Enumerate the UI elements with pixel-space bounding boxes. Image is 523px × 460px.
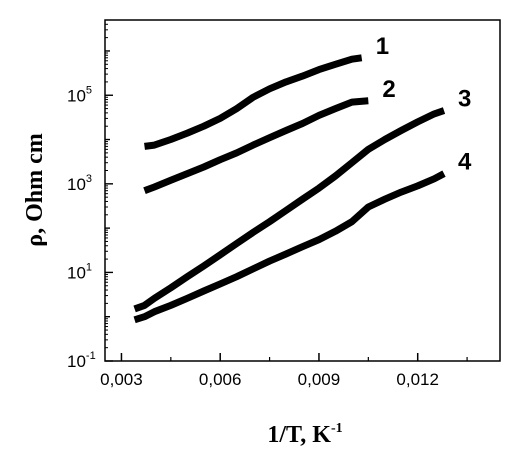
series-labels: 1 2 3 4 [376,33,472,176]
series-label-3: 3 [458,86,471,113]
series-lines [133,54,446,324]
series-line-4 [133,170,446,324]
x-tick-label: 0,012 [396,370,439,389]
series-label-2: 2 [382,76,395,103]
y-tick-label: 10-1 [67,350,96,371]
y-tick-label: 101 [67,261,92,282]
series-label-1: 1 [376,33,389,60]
y-tick-base: 10 [67,86,86,105]
x-axis-title-text: 1/T, K [267,422,331,448]
series-label-4: 4 [458,149,472,176]
y-tick-base: 10 [67,175,86,194]
x-tick-label: 0,009 [298,370,341,389]
x-axis-ticks: 0,003 0,006 0,009 0,012 [100,353,468,389]
series-line-3 [133,107,446,313]
y-axis-title: ρ, Ohm cm [22,133,48,247]
y-tick-exponent: 1 [86,261,92,273]
y-tick-label: 103 [67,173,92,194]
x-axis-title: 1/T, K-1 [267,421,342,448]
series-line-1 [144,54,363,150]
y-tick-base: 10 [67,263,86,282]
series-line-2 [143,97,369,194]
y-tick-exponent: -1 [86,350,96,362]
y-tick-label: 105 [67,84,92,105]
y-tick-exponent: 3 [86,173,92,185]
y-tick-base: 10 [67,352,86,371]
y-tick-exponent: 5 [86,84,92,96]
x-axis-title-exponent: -1 [331,421,343,436]
x-tick-label: 0,003 [100,370,143,389]
x-tick-label: 0,006 [199,370,242,389]
